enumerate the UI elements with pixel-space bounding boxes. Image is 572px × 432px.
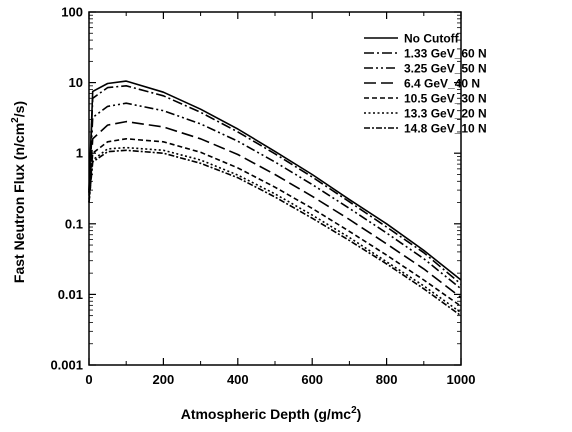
series-line-1 (88, 80, 462, 281)
y-tick-label: 1 (76, 146, 83, 161)
x-tick-label: 800 (376, 372, 398, 387)
y-tick-label: 0.001 (50, 358, 83, 373)
legend-label: 6.4 GeV_40 N (404, 77, 480, 91)
x-tick-label: 600 (301, 372, 323, 387)
series-line-6 (88, 146, 462, 314)
x-axis-title: Atmospheric Depth (g/mc2) (181, 405, 362, 422)
y-tick-label: 0.1 (65, 216, 83, 231)
x-tick-label: 200 (153, 372, 175, 387)
y-tick-label: 0.01 (58, 287, 83, 302)
series-line-2 (88, 85, 462, 285)
x-tick-label: 1000 (447, 372, 476, 387)
series-line-4 (88, 120, 462, 299)
series-line-7 (88, 149, 462, 317)
legend-label: 3.25 GeV_50 N (404, 62, 487, 76)
legend-label: 1.33 GeV_60 N (404, 47, 487, 61)
tick-labels: 0 200 400 600 800 1000 0.001 0.01 0.1 1 10 100 (50, 5, 475, 388)
legend-label: 13.3 GeV_20 N (404, 107, 487, 121)
legend-label: No Cutoff (404, 32, 460, 46)
y-tick-label: 10 (69, 75, 83, 90)
series-line-5 (88, 138, 462, 307)
series-line-3 (88, 102, 462, 290)
ticks (88, 11, 462, 366)
x-tick-label: 400 (227, 372, 249, 387)
y-tick-label: 100 (61, 5, 83, 20)
legend-label: 10.5 GeV_30 N (404, 92, 487, 106)
legend-label: 14.8 GeV_10 N (404, 122, 487, 136)
y-axis-title: Fast Neutron Flux (n/cm2/s) (10, 101, 27, 283)
x-tick-label: 0 (85, 372, 92, 387)
series-lines (88, 80, 462, 317)
